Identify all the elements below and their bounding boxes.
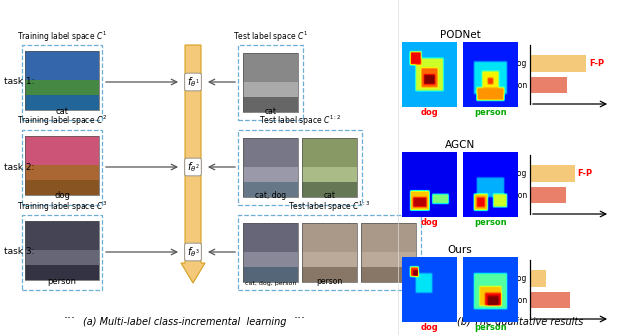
Text: dog: dog (513, 59, 527, 68)
Text: person: person (500, 81, 527, 90)
FancyArrow shape (181, 45, 205, 283)
Bar (243, 222, 298, 252)
Text: person: person (500, 295, 527, 305)
Bar (243, 97, 298, 112)
Bar (22, 45, 102, 120)
Text: task 1:: task 1: (4, 77, 35, 86)
Text: cat: cat (264, 107, 276, 116)
Bar (530, 77, 568, 93)
Bar (302, 222, 357, 281)
Bar (361, 222, 416, 252)
Text: $f_{\theta^3}$: $f_{\theta^3}$ (187, 245, 200, 259)
Text: person: person (316, 276, 342, 285)
Text: Test label space $C^{1:2}$: Test label space $C^{1:2}$ (259, 114, 341, 129)
Bar (530, 165, 575, 182)
Text: dog: dog (513, 274, 527, 283)
Text: person: person (474, 323, 507, 332)
Bar (22, 214, 102, 289)
Text: cat, dog, person: cat, dog, person (245, 280, 296, 285)
Bar (25, 180, 99, 195)
Bar (530, 270, 546, 286)
Bar (243, 53, 298, 112)
Bar (302, 267, 357, 281)
Text: dog: dog (420, 218, 438, 227)
Bar (25, 51, 99, 80)
Bar (302, 137, 357, 167)
Bar (25, 265, 99, 279)
Bar (25, 51, 99, 110)
Bar (361, 252, 416, 267)
Bar (530, 187, 566, 203)
Text: person: person (474, 218, 507, 227)
Text: Test label space $C^{1:3}$: Test label space $C^{1:3}$ (288, 199, 371, 213)
Text: dog: dog (513, 169, 527, 178)
Bar (25, 220, 99, 279)
Bar (238, 214, 421, 289)
Text: cat: cat (56, 107, 68, 116)
Text: Training label space $C^3$: Training label space $C^3$ (17, 199, 107, 213)
Bar (25, 135, 99, 195)
Bar (238, 130, 362, 204)
Bar (25, 220, 99, 250)
Text: ...: ... (64, 309, 76, 322)
Bar (22, 130, 102, 204)
Text: cat: cat (323, 192, 335, 201)
Bar (238, 45, 303, 120)
Bar (25, 95, 99, 110)
Text: Training label space $C^2$: Training label space $C^2$ (17, 114, 107, 129)
Bar (243, 137, 298, 197)
Text: Test label space $C^1$: Test label space $C^1$ (233, 29, 308, 44)
Bar (243, 182, 298, 197)
Bar (530, 292, 570, 309)
Text: Training label space $C^1$: Training label space $C^1$ (17, 29, 107, 44)
Bar (243, 82, 298, 97)
Text: ...: ... (294, 309, 306, 322)
Bar (25, 165, 99, 180)
Text: F-P: F-P (578, 169, 593, 178)
Text: task 2:: task 2: (4, 162, 35, 172)
Text: dog: dog (420, 323, 438, 332)
Bar (243, 222, 298, 281)
Text: person: person (47, 276, 77, 285)
Text: dog: dog (420, 108, 438, 117)
Text: $f_{\theta^2}$: $f_{\theta^2}$ (187, 160, 199, 174)
Text: person: person (474, 108, 507, 117)
Text: person: person (500, 191, 527, 200)
Bar (243, 167, 298, 182)
Text: (b) The qualitative results: (b) The qualitative results (457, 317, 583, 327)
Bar (25, 135, 99, 165)
Text: PODNet: PODNet (440, 30, 481, 40)
Bar (302, 252, 357, 267)
Text: F-P: F-P (589, 59, 604, 68)
Text: cat, dog: cat, dog (255, 192, 286, 201)
Bar (302, 137, 357, 197)
Text: $f_{\theta^1}$: $f_{\theta^1}$ (187, 75, 200, 89)
Bar (25, 80, 99, 95)
Text: AGCN: AGCN (445, 140, 475, 150)
Bar (302, 222, 357, 252)
Text: (a) Multi-label class-incremental  learning: (a) Multi-label class-incremental learni… (83, 317, 287, 327)
Bar (361, 267, 416, 281)
Bar (243, 267, 298, 281)
Text: task 3:: task 3: (4, 248, 35, 257)
Bar (302, 182, 357, 197)
Bar (243, 53, 298, 82)
Bar (243, 252, 298, 267)
Bar (361, 222, 416, 281)
Text: dog: dog (54, 192, 70, 201)
Bar (243, 137, 298, 167)
Bar (25, 250, 99, 265)
Text: Ours: Ours (447, 245, 472, 255)
Bar (530, 55, 586, 72)
Bar (302, 167, 357, 182)
